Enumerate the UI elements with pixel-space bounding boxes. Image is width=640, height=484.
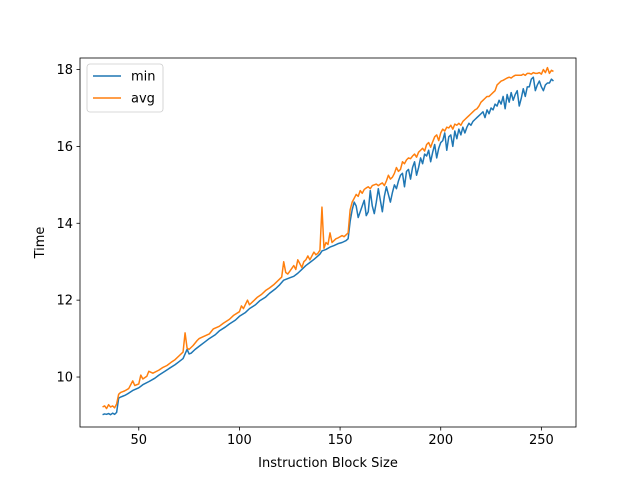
y-tick-label: 12 (56, 294, 73, 309)
y-tick-label: 18 (56, 63, 73, 78)
series-layer (102, 66, 554, 416)
y-axis-label: Time (33, 227, 48, 260)
x-tick-label: 200 (428, 433, 453, 448)
legend-label: min (131, 70, 156, 85)
y-tick-label: 10 (56, 371, 73, 386)
y-axis-ticks: 10 12 14 16 18 (56, 63, 80, 386)
legend-label: avg (131, 92, 155, 107)
y-tick-label: 14 (56, 217, 73, 232)
x-axis-ticks: 50 100 150 200 250 (131, 427, 554, 448)
x-tick-label: 100 (227, 433, 252, 448)
y-tick-label: 16 (56, 140, 73, 155)
x-tick-label: 50 (131, 433, 148, 448)
legend: min avg (86, 63, 164, 113)
x-tick-label: 250 (529, 433, 554, 448)
x-axis-label: Instruction Block Size (258, 456, 398, 471)
series-line-avg (102, 66, 554, 410)
x-tick-label: 150 (328, 433, 353, 448)
series-line-min (102, 76, 554, 416)
axes-frame (79, 57, 577, 428)
